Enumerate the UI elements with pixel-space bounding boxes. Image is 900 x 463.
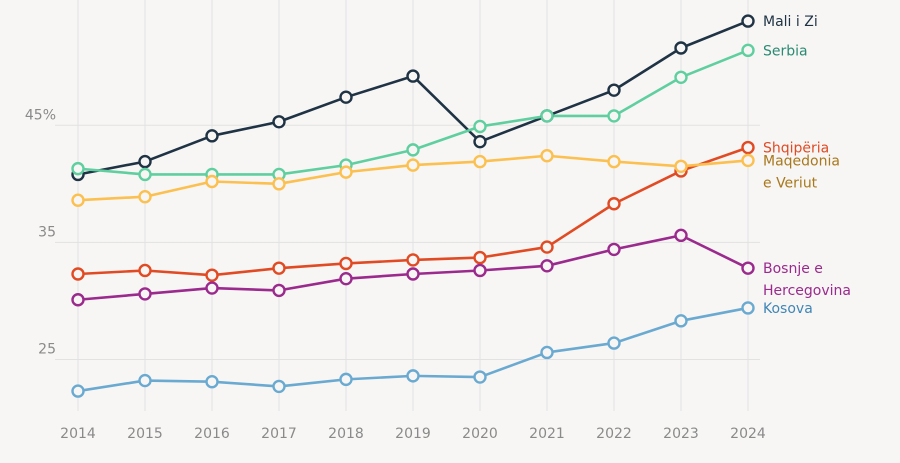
x-tick-label: 2015 (127, 426, 163, 442)
data-point-kosova (540, 345, 554, 360)
data-point-shqip-ria (473, 250, 487, 265)
data-point-serbia (138, 167, 152, 182)
data-point-serbia (473, 119, 487, 134)
data-point-mali-i-zi (406, 69, 420, 83)
data-point-shqip-ria (71, 267, 85, 281)
data-point-shqip-ria (272, 261, 286, 275)
y-tick-label: 35 (38, 224, 56, 240)
data-point-shqip-ria (607, 197, 621, 211)
data-point-shqip-ria (138, 263, 152, 278)
series-label-maqedonia-e-veriut: Maqedonia e Veriut (763, 153, 840, 191)
data-point-maqedonia-e-veriut (339, 165, 353, 179)
data-point-bosnje-e-hercegovina (339, 271, 353, 286)
data-point-mali-i-zi (339, 90, 353, 104)
data-point-maqedonia-e-veriut (607, 154, 621, 169)
data-point-shqip-ria (205, 268, 219, 282)
data-point-bosnje-e-hercegovina (540, 259, 554, 273)
data-point-serbia (406, 143, 420, 157)
x-tick-label: 2020 (462, 426, 498, 442)
x-tick-label: 2021 (529, 426, 565, 442)
series-points (71, 14, 755, 398)
data-point-mali-i-zi (205, 129, 219, 143)
data-point-shqip-ria (540, 240, 554, 254)
data-point-mali-i-zi (473, 134, 487, 149)
data-point-kosova (741, 301, 755, 315)
data-point-serbia (540, 109, 554, 123)
data-point-maqedonia-e-veriut (674, 159, 688, 173)
y-tick-label: 25 (38, 341, 56, 357)
data-point-bosnje-e-hercegovina (272, 283, 286, 298)
data-point-shqip-ria (741, 140, 755, 155)
data-point-maqedonia-e-veriut (138, 190, 152, 204)
data-point-mali-i-zi (674, 41, 688, 55)
series-label-serbia: Serbia (763, 43, 808, 59)
data-point-mali-i-zi (607, 83, 621, 97)
data-point-maqedonia-e-veriut (741, 153, 755, 168)
data-point-mali-i-zi (272, 115, 286, 129)
data-point-maqedonia-e-veriut (205, 174, 219, 189)
x-tick-label: 2022 (596, 426, 632, 442)
data-point-bosnje-e-hercegovina (406, 267, 420, 281)
data-point-shqip-ria (406, 253, 420, 267)
data-point-bosnje-e-hercegovina (674, 228, 688, 243)
x-tick-label: 2019 (395, 426, 431, 442)
data-point-kosova (71, 384, 85, 398)
grid (55, 0, 760, 411)
data-point-kosova (473, 370, 487, 384)
data-point-kosova (272, 379, 286, 394)
data-point-maqedonia-e-veriut (473, 154, 487, 169)
data-point-kosova (339, 372, 353, 387)
data-point-maqedonia-e-veriut (272, 177, 286, 191)
data-point-kosova (138, 373, 152, 388)
series-label-bosnje-e-hercegovina: Bosnje e Hercegovina (763, 261, 851, 299)
data-point-shqip-ria (339, 256, 353, 271)
data-point-maqedonia-e-veriut (540, 149, 554, 163)
x-tick-label: 2017 (261, 426, 297, 442)
data-point-bosnje-e-hercegovina (205, 281, 219, 295)
x-tick-label: 2024 (730, 426, 766, 442)
data-point-serbia (741, 43, 755, 58)
x-tick-label: 2023 (663, 426, 699, 442)
axes: 2014 2015 2016 2017 2018 2019 2020 2021 2022 2023… (25, 107, 766, 442)
data-point-maqedonia-e-veriut (406, 158, 420, 172)
series-label-kosova: Kosova (763, 301, 813, 317)
data-point-kosova (205, 375, 219, 389)
data-point-bosnje-e-hercegovina (138, 287, 152, 301)
x-tick-label: 2014 (60, 426, 96, 442)
data-point-maqedonia-e-veriut (71, 193, 85, 207)
data-point-kosova (607, 336, 621, 350)
data-point-serbia (607, 109, 621, 123)
data-point-serbia (71, 161, 85, 176)
data-point-bosnje-e-hercegovina (473, 263, 487, 278)
series-label-mali-i-zi: Mali i Zi (763, 14, 818, 30)
data-point-bosnje-e-hercegovina (607, 242, 621, 257)
data-point-kosova (674, 314, 688, 328)
x-tick-label: 2018 (328, 426, 364, 442)
data-point-serbia (674, 70, 688, 84)
y-tick-label: 45% (25, 107, 56, 123)
series-label-shqip-ria: Shqipëria (763, 141, 829, 157)
x-tick-label: 2016 (194, 426, 230, 442)
data-point-bosnje-e-hercegovina (71, 293, 85, 307)
data-point-mali-i-zi (138, 154, 152, 169)
data-point-mali-i-zi (741, 14, 755, 28)
data-point-kosova (406, 369, 420, 383)
data-point-bosnje-e-hercegovina (741, 261, 755, 275)
